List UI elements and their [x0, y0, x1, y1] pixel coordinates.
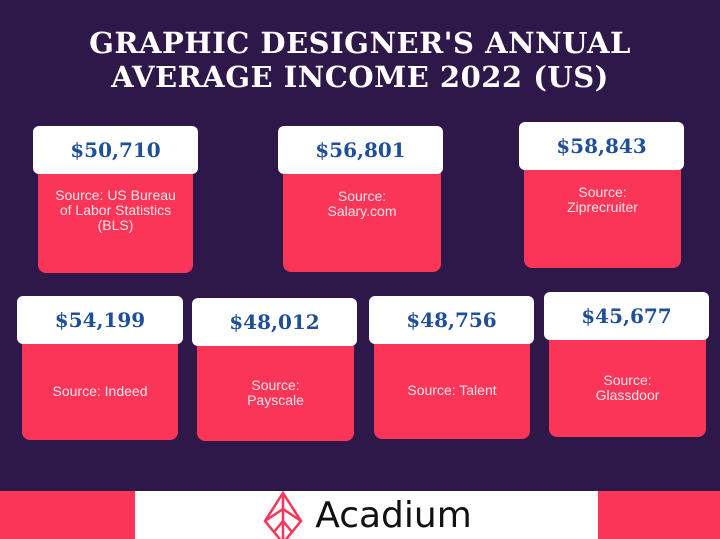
brand-name: Acadium — [315, 494, 472, 536]
income-source: Source: Ziprecruiter — [524, 168, 681, 268]
page-title: GRAPHIC DESIGNER'S ANNUAL AVERAGE INCOME… — [0, 26, 720, 94]
income-value: $45,677 — [544, 292, 709, 340]
footer-band: Acadium — [0, 491, 720, 539]
brand-logo: Acadium — [135, 491, 598, 539]
title-line-2: AVERAGE INCOME 2022 (US) — [111, 60, 609, 94]
income-value: $48,756 — [369, 296, 534, 344]
income-value: $48,012 — [192, 298, 357, 346]
income-source: Source: US Bureau of Labor Statistics (B… — [38, 172, 193, 273]
income-source: Source: Glassdoor — [549, 338, 706, 437]
income-value: $54,199 — [17, 296, 183, 344]
title-line-1: GRAPHIC DESIGNER'S ANNUAL — [89, 26, 631, 60]
income-value: $56,801 — [278, 126, 443, 174]
income-source: Source: Payscale — [197, 344, 354, 441]
income-value: $58,843 — [519, 122, 684, 170]
income-source: Source: Indeed — [22, 342, 178, 440]
income-source: Source: Talent — [374, 342, 530, 439]
income-value: $50,710 — [33, 126, 198, 174]
acadium-diamond-logo-icon — [263, 491, 303, 539]
income-source: Source: Salary.com — [283, 172, 441, 272]
